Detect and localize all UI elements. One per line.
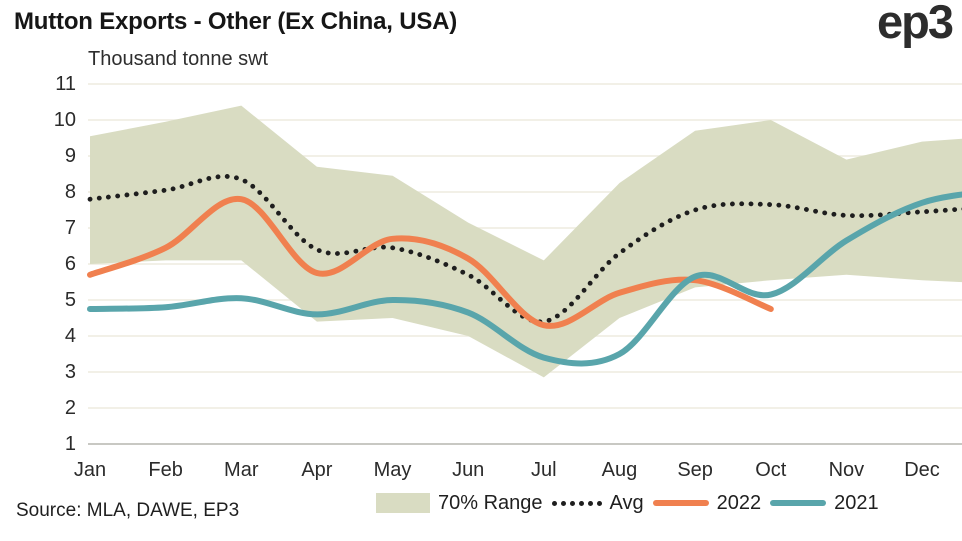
page-title: Mutton Exports - Other (Ex China, USA): [14, 8, 458, 35]
x-axis-tick-label: Feb: [148, 459, 183, 481]
legend-swatch-2021: [770, 500, 827, 506]
x-axis-tick-label: Jan: [73, 459, 107, 481]
x-axis-tick-label: May: [373, 459, 412, 481]
x-axis-tick-label: Apr: [301, 459, 333, 481]
line-2022: [87, 196, 774, 329]
y-axis-tick-label: 8: [64, 181, 76, 203]
x-axis-tick-label: Mar: [224, 459, 259, 481]
x-axis-tick-label: Jun: [452, 459, 485, 481]
legend-item-label: 2021: [834, 491, 879, 514]
y-axis-tick-label: 9: [64, 145, 76, 167]
legend-item-label: 70% Range: [438, 491, 543, 514]
avg-line: [87, 174, 962, 325]
axis-unit-label: Thousand tonne swt: [88, 48, 269, 70]
y-axis-tick-label: 2: [64, 397, 76, 419]
x-axis-tick-label: Sep: [677, 459, 713, 481]
legend-item: Avg: [551, 491, 644, 515]
legend-item-label: Avg: [609, 491, 644, 514]
legend-item-label: 2022: [716, 491, 762, 514]
y-axis-tick-label: 1: [64, 433, 76, 455]
x-axis-tick-label: Nov: [828, 459, 865, 481]
y-axis-tick-label: 11: [55, 73, 76, 95]
y-axis-tick-label: 4: [64, 325, 76, 347]
y-axis-tick-label: 7: [64, 217, 76, 239]
legend-item: 70% Range: [376, 492, 543, 515]
y-axis-tick-label: 3: [64, 361, 76, 383]
legend-swatch-2022: [652, 500, 709, 506]
legend: 70% Range Avg 2022 2021: [376, 487, 879, 519]
y-axis-tick-label: 6: [64, 253, 76, 275]
legend-swatch-avg: [551, 500, 602, 506]
source-note: Source: MLA, DAWE, EP3: [16, 500, 240, 521]
range-band-area: [90, 105, 962, 378]
brand-logo: ep3: [877, 0, 954, 48]
line-2021: [87, 191, 962, 367]
x-axis-tick-label: Dec: [904, 459, 940, 481]
x-axis-tick-label: Jul: [531, 459, 557, 481]
y-axis-tick-label: 10: [53, 109, 76, 131]
x-axis-tick-label: Aug: [601, 459, 638, 481]
legend-swatch-range: [376, 493, 430, 513]
legend-item: 2022: [652, 491, 762, 515]
legend-item: 2021: [770, 492, 879, 515]
x-axis-tick-label: Oct: [755, 459, 787, 481]
y-axis-tick-label: 5: [64, 289, 76, 311]
